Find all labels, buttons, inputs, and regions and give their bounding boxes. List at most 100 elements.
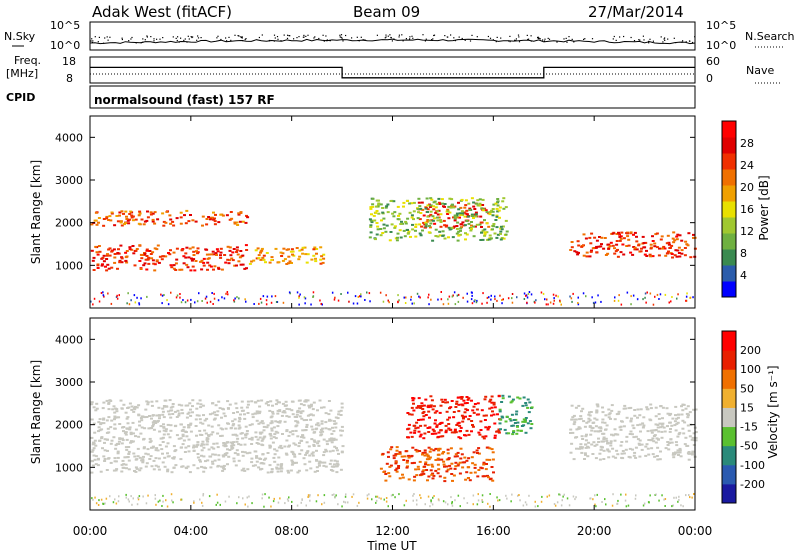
heatmap-cell (597, 245, 601, 248)
heatmap-cell (457, 234, 461, 237)
ground-scatter-cell (502, 298, 504, 301)
noise-search-dot (591, 38, 594, 40)
heatmap-cell (521, 404, 525, 407)
noise-search-dot (177, 36, 179, 38)
heatmap-cell (268, 464, 272, 467)
heatmap-cell (233, 264, 237, 267)
heatmap-cell (377, 203, 381, 206)
heatmap-cell (675, 444, 679, 447)
noise-search-dot (425, 38, 427, 40)
heatmap-cell (184, 252, 188, 255)
heatmap-cell (425, 197, 429, 200)
colorbar-tick-label: 24 (740, 159, 754, 172)
heatmap-cell (111, 408, 115, 411)
heatmap-cell (498, 410, 502, 413)
heatmap-cell (177, 437, 181, 440)
heatmap-cell (447, 427, 451, 430)
heatmap-cell (489, 211, 492, 214)
heatmap-cell (436, 457, 440, 460)
heatmap-cell (120, 437, 124, 440)
heatmap-cell (335, 471, 339, 474)
heatmap-cell (288, 260, 292, 263)
heatmap-cell (419, 212, 423, 214)
cpid-label: CPID (6, 91, 35, 104)
ground-scatter-cell (482, 292, 484, 295)
heatmap-cell (245, 267, 248, 270)
heatmap-cell (461, 212, 465, 215)
heatmap-cell (444, 424, 448, 427)
heatmap-cell (394, 461, 398, 464)
heatmap-cell (289, 250, 293, 253)
ground-scatter-cell (116, 294, 118, 297)
range-tick-label: 4000 (55, 333, 83, 346)
ground-scatter-cell (163, 294, 165, 296)
ground-scatter-cell (114, 498, 116, 501)
heatmap-cell (127, 468, 131, 471)
heatmap-cell (221, 469, 225, 472)
heatmap-cell (463, 456, 467, 459)
heatmap-cell (407, 427, 411, 430)
heatmap-cell (446, 401, 449, 404)
heatmap-cell (218, 407, 222, 410)
heatmap-cell (489, 237, 493, 240)
heatmap-cell (99, 423, 103, 426)
ground-scatter-cell (90, 300, 92, 303)
heatmap-cell (496, 210, 500, 213)
ground-scatter-cell (296, 291, 299, 294)
heatmap-cell (284, 452, 288, 455)
heatmap-cell (640, 448, 644, 451)
heatmap-cell (278, 401, 281, 404)
heatmap-cell (332, 430, 336, 433)
heatmap-cell (150, 400, 154, 403)
heatmap-cell (145, 249, 149, 252)
heatmap-cell (453, 215, 457, 218)
heatmap-cell (334, 422, 338, 425)
heatmap-cell (234, 402, 238, 405)
heatmap-cell (680, 239, 684, 242)
heatmap-cell (161, 410, 165, 413)
heatmap-cell (112, 405, 116, 408)
heatmap-cell (220, 268, 224, 271)
ground-scatter-cell (375, 501, 377, 504)
heatmap-cell (340, 402, 344, 405)
noise-search-dot (150, 36, 152, 38)
heatmap-cell (435, 203, 439, 206)
heatmap-cell (381, 232, 385, 234)
freq-tick-top: 18 (62, 55, 76, 68)
heatmap-cell (468, 208, 472, 211)
heatmap-cell (436, 210, 440, 213)
noise-search-dot (228, 36, 230, 38)
heatmap-cell (178, 268, 182, 271)
noise-search-dot (515, 38, 517, 40)
heatmap-cell (396, 236, 399, 239)
heatmap-cell (620, 456, 624, 459)
heatmap-cell (258, 405, 262, 408)
ground-scatter-cell (589, 497, 591, 500)
heatmap-cell (315, 252, 318, 255)
heatmap-cell (569, 428, 573, 431)
heatmap-cell (439, 221, 443, 223)
heatmap-cell (447, 458, 451, 461)
heatmap-cell (185, 416, 189, 419)
heatmap-cell (237, 459, 241, 462)
heatmap-cell (474, 211, 478, 214)
heatmap-cell (676, 421, 680, 424)
heatmap-cell (369, 207, 373, 210)
heatmap-cell (488, 447, 492, 450)
ground-scatter-cell (630, 303, 632, 306)
heatmap-cell (160, 258, 164, 261)
heatmap-cell (496, 413, 499, 416)
heatmap-cell (248, 437, 252, 440)
ground-scatter-cell (366, 494, 369, 497)
heatmap-cell (297, 445, 301, 448)
heatmap-cell (434, 447, 438, 450)
heatmap-cell (647, 453, 651, 456)
heatmap-cell (314, 428, 318, 431)
heatmap-cell (428, 204, 432, 207)
heatmap-cell (169, 429, 173, 432)
heatmap-cell (202, 261, 206, 264)
heatmap-cell (676, 416, 680, 419)
heatmap-cell (107, 416, 111, 419)
heatmap-cell (644, 454, 648, 457)
heatmap-cell (486, 474, 489, 477)
